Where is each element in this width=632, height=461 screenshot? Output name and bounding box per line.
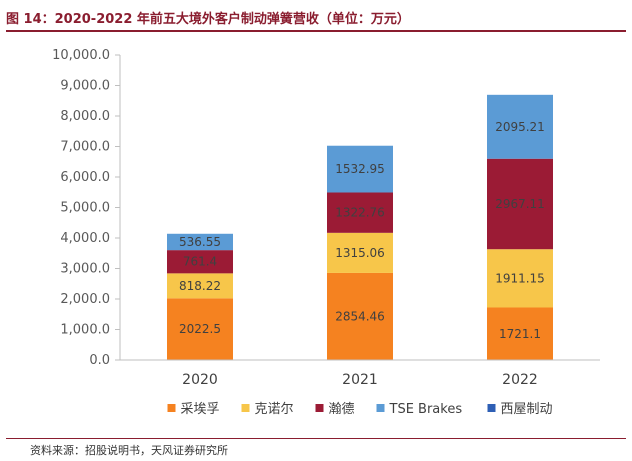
y-axis: 0.0 1,000.0 2,000.0 3,000.0 4,000.0 5,000.0 6,… [52,48,121,368]
data-label: 2854.46 [335,309,385,323]
bar-segment [327,145,393,193]
legend-label: 克诺尔 [255,402,294,417]
data-label: 536.55 [179,235,221,249]
legend-label: 西屋制动 [501,402,553,417]
data-label: 1322.76 [335,206,385,220]
figure-title: 图 14：2020-2022 年前五大境外客户制动弹簧营收（单位：万元） [6,12,410,27]
y-tick-label: 1,000.0 [60,323,110,338]
data-label: 2022.5 [179,322,221,336]
legend-label: 瀚德 [329,402,355,417]
y-tick-label: 4,000.0 [60,231,110,246]
data-label: 761.4 [183,255,217,269]
legend-swatch [376,404,385,412]
y-tick-label: 3,000.0 [60,262,110,277]
data-label: 1911.15 [495,271,545,285]
title-rule [6,30,626,32]
bar-segment [167,250,233,274]
bar-segment [327,232,393,273]
data-label: 2095.21 [495,120,545,134]
x-tick-label: 2022 [502,372,538,388]
y-tick-label: 8,000.0 [60,109,110,124]
legend-swatch [315,404,324,412]
stacked-bar-chart: 0.0 1,000.0 2,000.0 3,000.0 4,000.0 5,000.0 6,… [52,48,600,417]
bar-group: 2022.5 818.22 761.4 536.55 2854.46 1315.06 132… [167,94,553,360]
y-tick-label: 5,000.0 [60,201,110,216]
data-label: 1315.06 [335,246,385,260]
legend-swatch [487,404,496,412]
data-label: 1721.1 [499,327,541,341]
bar-segment [327,272,393,360]
x-axis: 2020 2021 2022 [120,359,600,388]
data-label: 1532.95 [335,162,385,176]
y-tick-label: 0.0 [89,353,110,368]
bar-segment [327,192,393,233]
bar-segment [167,298,233,360]
bar-segment [167,233,233,251]
bar-segment [487,249,553,308]
legend-label: TSE Brakes [389,402,463,417]
data-label: 2967.11 [495,197,545,211]
x-tick-label: 2020 [182,372,218,388]
data-label: 818.22 [179,279,221,293]
bar-segment [167,273,233,299]
y-tick-label: 9,000.0 [60,79,110,94]
source-note: 资料来源：招股说明书，天风证券研究所 [30,444,228,457]
bar-segment [487,94,553,159]
y-tick-label: 2,000.0 [60,292,110,307]
legend-swatch [241,404,250,412]
source-rule [6,438,626,439]
bar-segment [487,158,553,250]
y-tick-label: 7,000.0 [60,140,110,155]
legend-swatch [167,404,176,412]
legend: 采埃孚 克诺尔 瀚德 TSE Brakes 西屋制动 [167,402,553,417]
bar-segment [487,307,553,360]
y-tick-label: 10,000.0 [52,48,110,63]
y-tick-label: 6,000.0 [60,170,110,185]
legend-label: 采埃孚 [181,402,220,417]
x-tick-label: 2021 [342,372,378,388]
